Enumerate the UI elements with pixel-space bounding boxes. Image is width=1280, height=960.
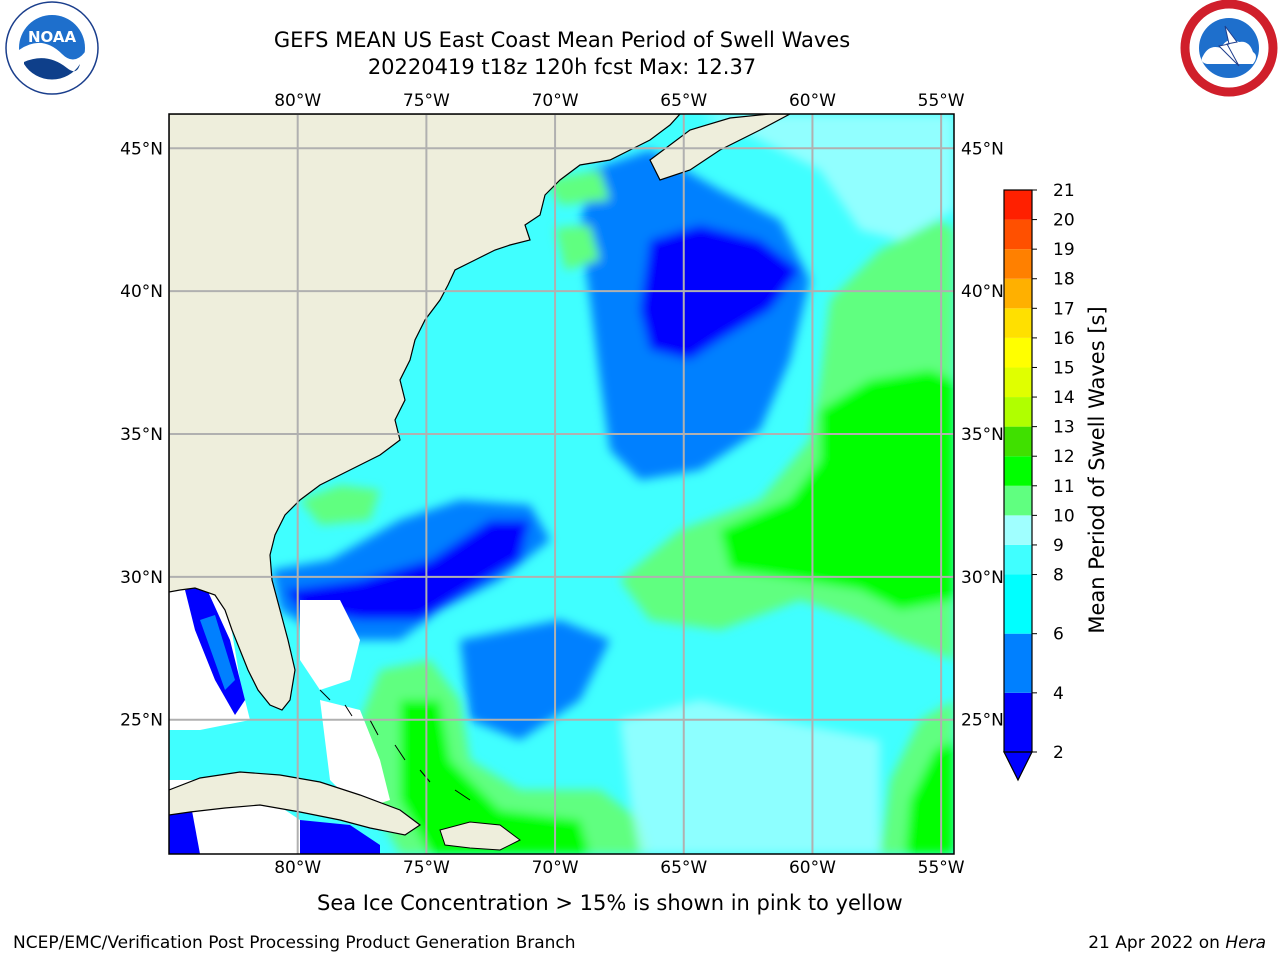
colorbar-tick-label: 18 bbox=[1053, 270, 1075, 290]
nws-logo bbox=[1180, 0, 1278, 97]
colorbar-bin bbox=[1004, 278, 1032, 309]
colorbar-bin bbox=[1004, 426, 1032, 457]
colorbar-frame bbox=[1003, 189, 1033, 753]
colorbar-bin bbox=[1004, 397, 1032, 427]
lon-tick-label-top: 75°W bbox=[403, 91, 450, 111]
lon-tick-label-bottom: 65°W bbox=[660, 858, 707, 878]
lat-tick-label-right: 35°N bbox=[961, 425, 1004, 445]
colorbar-bin bbox=[1004, 485, 1032, 516]
colorbar-tick-label: 13 bbox=[1053, 418, 1075, 438]
lon-tick-label-bottom: 55°W bbox=[918, 858, 965, 878]
lon-tick-label-bottom: 60°W bbox=[789, 858, 836, 878]
colorbar-bin bbox=[1004, 190, 1032, 220]
footer-host: Hera bbox=[1225, 933, 1266, 953]
colorbar-bin bbox=[1004, 308, 1032, 338]
lon-tick-label-top: 80°W bbox=[274, 91, 321, 111]
footer-producer: NCEP/EMC/Verification Post Processing Pr… bbox=[13, 933, 576, 953]
colorbar-tick-label: 10 bbox=[1053, 506, 1075, 526]
swell-region-4-6s-bahamas bbox=[460, 620, 610, 740]
no-data-bahamas-banks bbox=[300, 600, 360, 690]
colorbar-bin bbox=[1004, 367, 1032, 398]
swell-region-8-9s-south bbox=[620, 700, 880, 854]
swell-region-11-12s-caribbean bbox=[400, 700, 590, 854]
sea-ice-note: Sea Ice Concentration > 15% is shown in … bbox=[317, 891, 903, 915]
colorbar-tick-label: 6 bbox=[1053, 625, 1064, 645]
colorbar-tick-label: 9 bbox=[1053, 536, 1064, 556]
map-frame bbox=[168, 113, 955, 855]
colorbar-tick-label: 19 bbox=[1053, 240, 1075, 260]
footer-date: 21 Apr 2022 on bbox=[1088, 933, 1226, 953]
chart-title: GEFS MEAN US East Coast Mean Period of S… bbox=[273, 28, 851, 52]
swell-region-2-4s-south bbox=[285, 520, 530, 620]
colorbar-tick-label: 17 bbox=[1053, 299, 1075, 319]
colorbar-bin bbox=[1004, 633, 1032, 693]
colorbar-tick-label: 14 bbox=[1053, 388, 1075, 408]
lat-tick-label-right: 30°N bbox=[961, 568, 1004, 588]
colorbar-tick-label: 15 bbox=[1053, 358, 1075, 378]
lon-tick-label-bottom: 70°W bbox=[532, 858, 579, 878]
colorbar-tick-label: 20 bbox=[1053, 211, 1075, 231]
colorbar-bin bbox=[1004, 515, 1032, 545]
swell-region-10-11s-georges-bank bbox=[555, 225, 600, 270]
land-hispaniola bbox=[439, 821, 521, 851]
swell-region-4-6s-gulf bbox=[200, 615, 235, 690]
lon-tick-label-bottom: 80°W bbox=[274, 858, 321, 878]
lat-tick-label-right: 45°N bbox=[961, 139, 1004, 159]
lon-tick-label-top: 65°W bbox=[660, 91, 707, 111]
lon-tick-label-top: 60°W bbox=[789, 91, 836, 111]
colorbar-tick-label: 21 bbox=[1053, 181, 1075, 201]
lat-tick-label-left: 45°N bbox=[120, 139, 163, 159]
lat-tick-label-right: 40°N bbox=[961, 282, 1004, 302]
noaa-logo: NOAA bbox=[5, 1, 99, 95]
lat-tick-label-left: 35°N bbox=[120, 425, 163, 445]
chart-subtitle: 20220419 t18z 120h fcst Max: 12.37 bbox=[367, 55, 757, 79]
noaa-logo-text: NOAA bbox=[28, 28, 77, 46]
axis-ticks: 80°W 80°W 75°W 75°W 70°W 70°W 65°W 65°W 60°W 60°W… bbox=[120, 91, 1004, 878]
colorbar-tick-label: 8 bbox=[1053, 566, 1064, 586]
colorbar-tick-label: 4 bbox=[1053, 684, 1064, 704]
footer-timestamp: 21 Apr 2022 on Hera bbox=[1088, 933, 1266, 953]
lat-tick-label-left: 40°N bbox=[120, 282, 163, 302]
graticule bbox=[169, 114, 954, 854]
land-nova-scotia bbox=[649, 114, 791, 181]
lat-tick-label-left: 25°N bbox=[120, 711, 163, 731]
swell-region-2-4s-cuba bbox=[300, 820, 380, 854]
land-bahamas bbox=[319, 689, 471, 801]
lon-tick-label-bottom: 75°W bbox=[403, 858, 450, 878]
swell-region-11-12s-east bbox=[720, 370, 954, 610]
colorbar: 21 20 19 18 17 16 15 14 13 12 11 10 9 8 6 4 2 bbox=[1003, 181, 1075, 782]
colorbar-bin bbox=[1004, 219, 1032, 250]
colorbar-tick-label: 2 bbox=[1053, 743, 1064, 763]
colorbar-bin bbox=[1004, 337, 1032, 368]
no-data-cuba-north bbox=[320, 700, 390, 810]
colorbar-bin bbox=[1004, 692, 1032, 752]
colorbar-bin bbox=[1004, 544, 1032, 575]
colorbar-tick-label: 11 bbox=[1053, 477, 1075, 497]
colorbar-bin bbox=[1004, 456, 1032, 486]
colorbar-bin bbox=[1004, 574, 1032, 634]
lat-tick-label-left: 30°N bbox=[120, 568, 163, 588]
swell-region-8-9s bbox=[700, 114, 954, 240]
lat-tick-label-right: 25°N bbox=[961, 711, 1004, 731]
colorbar-tick-label: 12 bbox=[1053, 447, 1075, 467]
colorbar-tick-label: 16 bbox=[1053, 329, 1075, 349]
lon-tick-label-top: 70°W bbox=[532, 91, 579, 111]
colorbar-label: Mean Period of Swell Waves [s] bbox=[1085, 306, 1109, 634]
colorbar-bin bbox=[1004, 249, 1032, 279]
colorbar-extend-arrow bbox=[1003, 751, 1033, 782]
land-cuba bbox=[169, 771, 422, 836]
swell-region-2-4s-north bbox=[640, 225, 800, 360]
swell-region-10-11s-carolina bbox=[300, 485, 380, 525]
lon-tick-label-top: 55°W bbox=[918, 91, 965, 111]
map-panel bbox=[169, 114, 954, 854]
